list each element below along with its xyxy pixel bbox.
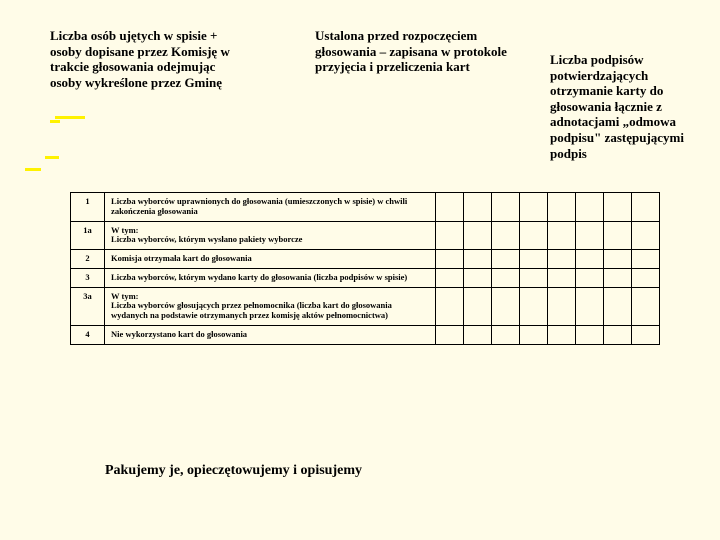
value-cell bbox=[519, 268, 547, 287]
value-cell bbox=[519, 193, 547, 222]
value-cell bbox=[603, 325, 631, 344]
table-row: 3aW tym: Liczba wyborców głosujących prz… bbox=[71, 287, 660, 325]
value-cell bbox=[547, 193, 575, 222]
value-cell bbox=[435, 325, 463, 344]
row-number: 2 bbox=[71, 250, 105, 269]
value-cell bbox=[575, 221, 603, 250]
value-cell bbox=[631, 193, 659, 222]
value-cell bbox=[519, 221, 547, 250]
value-cell bbox=[491, 287, 519, 325]
value-cell bbox=[631, 268, 659, 287]
value-cell bbox=[435, 268, 463, 287]
highlight-mark bbox=[45, 156, 59, 159]
annotation-left: Liczba osób ujętych w spisie + osoby dop… bbox=[50, 28, 250, 90]
value-cell bbox=[491, 250, 519, 269]
value-cell bbox=[435, 287, 463, 325]
value-cell bbox=[547, 325, 575, 344]
value-cell bbox=[463, 325, 491, 344]
value-cell bbox=[463, 250, 491, 269]
table-row: 1Liczba wyborców uprawnionych do głosowa… bbox=[71, 193, 660, 222]
value-cell bbox=[435, 250, 463, 269]
value-cell bbox=[463, 221, 491, 250]
value-cell bbox=[491, 221, 519, 250]
value-cell bbox=[631, 250, 659, 269]
row-description: Liczba wyborców uprawnionych do głosowan… bbox=[105, 193, 436, 222]
value-cell bbox=[491, 193, 519, 222]
value-cell bbox=[519, 325, 547, 344]
table-row: 4Nie wykorzystano kart do głosowania bbox=[71, 325, 660, 344]
value-cell bbox=[575, 250, 603, 269]
value-cell bbox=[631, 287, 659, 325]
value-cell bbox=[575, 287, 603, 325]
value-cell bbox=[603, 221, 631, 250]
highlight-mark bbox=[50, 120, 60, 123]
protocol-table: 1Liczba wyborców uprawnionych do głosowa… bbox=[70, 192, 660, 345]
value-cell bbox=[547, 287, 575, 325]
value-cell bbox=[603, 193, 631, 222]
value-cell bbox=[603, 250, 631, 269]
value-cell bbox=[575, 325, 603, 344]
value-cell bbox=[435, 221, 463, 250]
value-cell bbox=[631, 325, 659, 344]
value-cell bbox=[575, 268, 603, 287]
value-cell bbox=[547, 250, 575, 269]
value-cell bbox=[603, 287, 631, 325]
row-description: W tym: Liczba wyborców głosujących przez… bbox=[105, 287, 436, 325]
row-number: 1a bbox=[71, 221, 105, 250]
value-cell bbox=[631, 221, 659, 250]
annotation-middle: Ustalona przed rozpoczęciem głosowania –… bbox=[315, 28, 515, 75]
row-number: 3a bbox=[71, 287, 105, 325]
value-cell bbox=[463, 268, 491, 287]
value-cell bbox=[435, 193, 463, 222]
value-cell bbox=[575, 193, 603, 222]
value-cell bbox=[547, 221, 575, 250]
table-row: 1aW tym: Liczba wyborców, którym wysłano… bbox=[71, 221, 660, 250]
value-cell bbox=[491, 325, 519, 344]
row-description: Liczba wyborców, którym wydano karty do … bbox=[105, 268, 436, 287]
value-cell bbox=[463, 287, 491, 325]
value-cell bbox=[491, 268, 519, 287]
row-number: 4 bbox=[71, 325, 105, 344]
value-cell bbox=[463, 193, 491, 222]
row-description: Nie wykorzystano kart do głosowania bbox=[105, 325, 436, 344]
value-cell bbox=[547, 268, 575, 287]
highlight-mark bbox=[55, 116, 85, 119]
value-cell bbox=[519, 287, 547, 325]
annotation-right: Liczba podpisów potwierdzających otrzyma… bbox=[550, 52, 710, 161]
row-description: W tym: Liczba wyborców, którym wysłano p… bbox=[105, 221, 436, 250]
value-cell bbox=[603, 268, 631, 287]
table-row: 2Komisja otrzymała kart do głosowania bbox=[71, 250, 660, 269]
value-cell bbox=[519, 250, 547, 269]
table-row: 3Liczba wyborców, którym wydano karty do… bbox=[71, 268, 660, 287]
row-number: 1 bbox=[71, 193, 105, 222]
row-number: 3 bbox=[71, 268, 105, 287]
row-description: Komisja otrzymała kart do głosowania bbox=[105, 250, 436, 269]
highlight-mark bbox=[25, 168, 41, 171]
footer-note: Pakujemy je, opieczętowujemy i opisujemy bbox=[105, 462, 362, 480]
